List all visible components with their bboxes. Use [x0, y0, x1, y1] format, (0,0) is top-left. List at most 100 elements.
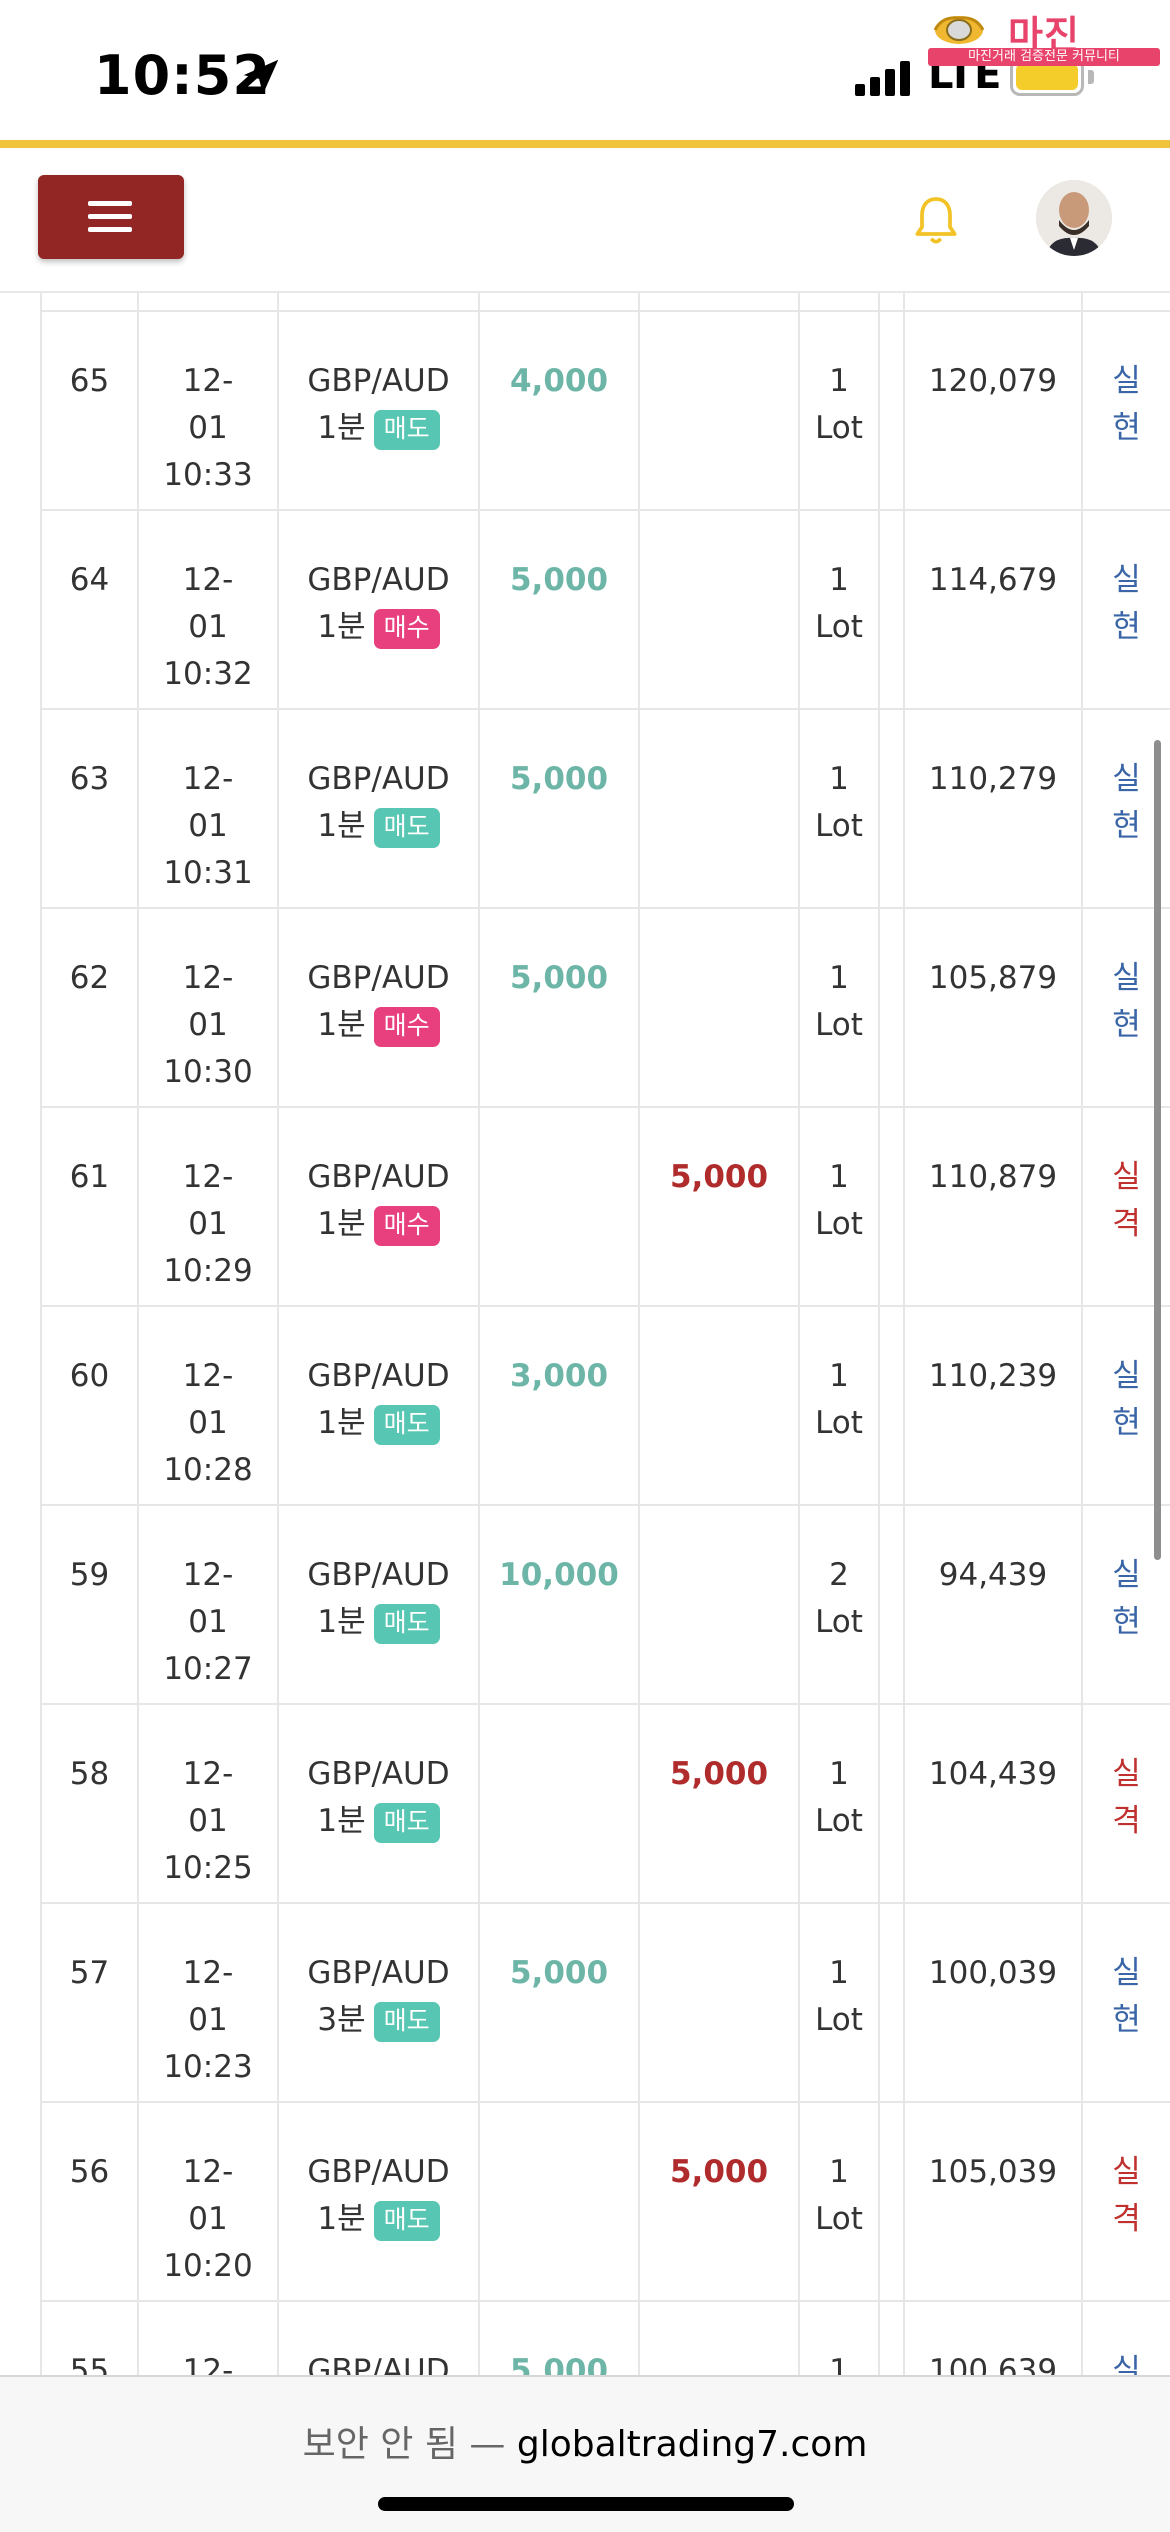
status-time: 10:52	[94, 44, 271, 107]
spacer-cell	[878, 1902, 905, 2103]
home-indicator[interactable]	[378, 2497, 794, 2511]
date-month: 12-	[182, 960, 234, 996]
lot-count: 1	[829, 1756, 849, 1792]
trade-time: 10:31	[163, 855, 253, 891]
trade-datetime: 12- 01 10:31	[137, 708, 279, 909]
browser-address-bar[interactable]: 보안 안 됨 — globaltrading7.com	[0, 2375, 1170, 2532]
date-month: 12-	[182, 1756, 234, 1792]
date-day: 01	[188, 2201, 228, 2237]
result-char-1: 실	[1112, 1159, 1141, 1195]
result-char-2: 현	[1112, 609, 1141, 645]
trade-period: 1분	[317, 410, 366, 446]
profit-amount: 5,000	[478, 708, 640, 909]
lot-unit: Lot	[815, 410, 863, 446]
lot-count: 1	[829, 363, 849, 399]
profit-amount: 5,000	[478, 1902, 640, 2103]
result-char-2: 현	[1112, 410, 1141, 446]
trade-symbol: GBP/AUD 1분 매수	[277, 907, 480, 1108]
lot-unit: Lot	[815, 2002, 863, 2038]
lot-size: 2 Lot	[798, 1504, 880, 1705]
trade-symbol: GBP/AUD 1분 매수	[277, 509, 480, 710]
result-char-2: 현	[1112, 2002, 1141, 2038]
bell-icon[interactable]	[908, 190, 964, 250]
trade-number: 61	[40, 1106, 139, 1307]
balance: 105,879	[903, 907, 1083, 1108]
trade-datetime: 12- 01 10:20	[137, 2101, 279, 2302]
lot-unit: Lot	[815, 1604, 863, 1640]
date-month: 12-	[182, 1358, 234, 1394]
domain-label: globaltrading7.com	[516, 2424, 868, 2465]
table-row: 60 12- 01 10:28 GBP/AUD 1분 매도 3,000 1 Lot 110,239 실…	[40, 1305, 1170, 1506]
menu-button[interactable]	[38, 175, 184, 259]
trade-symbol: GBP/AUD 3분 매도	[277, 1902, 480, 2103]
trade-period: 1분	[317, 1405, 366, 1441]
currency-pair: GBP/AUD	[307, 562, 450, 598]
profit-amount	[478, 2101, 640, 2302]
trade-number: 55	[40, 2300, 139, 2375]
date-month: 12-	[182, 1159, 234, 1195]
trade-time: 10:20	[163, 2248, 253, 2284]
lot-unit: Lot	[815, 1405, 863, 1441]
balance: 105,039	[903, 2101, 1083, 2302]
trade-datetime: 12- 01 10:33	[137, 310, 279, 511]
result-char-2: 현	[1112, 1405, 1141, 1441]
trade-period: 1분	[317, 1206, 366, 1242]
result-char-2: 현	[1112, 1604, 1141, 1640]
spacer-cell	[878, 1703, 905, 1904]
trade-time: 10:33	[163, 457, 253, 493]
lot-count: 1	[829, 960, 849, 996]
profit-amount: 3,000	[478, 1305, 640, 1506]
trade-time: 10:32	[163, 656, 253, 692]
trade-datetime: 12- 01 10:28	[137, 1305, 279, 1506]
lot-size: 1 Lot	[798, 310, 880, 511]
lot-count: 2	[829, 1557, 849, 1593]
trade-datetime: 12- 01 10:29	[137, 1106, 279, 1307]
date-month: 12-	[182, 1557, 234, 1593]
profit-amount: 5,000	[478, 2300, 640, 2375]
date-day: 01	[188, 2002, 228, 2038]
result-char-1: 실	[1112, 1955, 1141, 1991]
trade-time: 10:29	[163, 1253, 253, 1289]
watermark-subtitle: 마진거래 검증전문 커뮤니티	[928, 48, 1160, 66]
table-row: 62 12- 01 10:30 GBP/AUD 1분 매수 5,000 1 Lot 105,879 실…	[40, 907, 1170, 1108]
trade-period: 1분	[317, 2201, 366, 2237]
trade-number: 57	[40, 1902, 139, 2103]
balance: 110,279	[903, 708, 1083, 909]
profit-amount: 10,000	[478, 1504, 640, 1705]
trade-symbol: GBP/AUD 1분 매수	[277, 1106, 480, 1307]
scrollbar[interactable]	[1154, 740, 1161, 1560]
trade-time: 10:25	[163, 1850, 253, 1886]
loss-amount	[638, 1305, 800, 1506]
currency-pair: GBP/AUD	[307, 960, 450, 996]
balance: 114,679	[903, 509, 1083, 710]
spacer-cell	[878, 2101, 905, 2302]
cellular-signal-icon	[855, 60, 915, 96]
result-char-2: 현	[1112, 1007, 1141, 1043]
trade-number: 56	[40, 2101, 139, 2302]
address-text[interactable]: 보안 안 됨 — globaltrading7.com	[0, 2415, 1170, 2467]
loss-amount: 5,000	[638, 1106, 800, 1307]
result-char-2: 현	[1112, 808, 1141, 844]
avatar-icon	[1036, 180, 1112, 256]
currency-pair: GBP/AUD	[307, 2154, 450, 2190]
side-badge: 매도	[373, 2200, 440, 2241]
date-month: 12-	[182, 363, 234, 399]
lot-unit: Lot	[815, 808, 863, 844]
currency-pair: GBP/AUD	[307, 761, 450, 797]
balance: 120,079	[903, 310, 1083, 511]
avatar[interactable]	[1036, 180, 1112, 256]
profit-amount: 4,000	[478, 310, 640, 511]
profit-amount	[478, 1703, 640, 1904]
result-char-1: 실	[1112, 1756, 1141, 1792]
date-month: 12-	[182, 2154, 234, 2190]
trade-time: 10:27	[163, 1651, 253, 1687]
trade-number: 58	[40, 1703, 139, 1904]
